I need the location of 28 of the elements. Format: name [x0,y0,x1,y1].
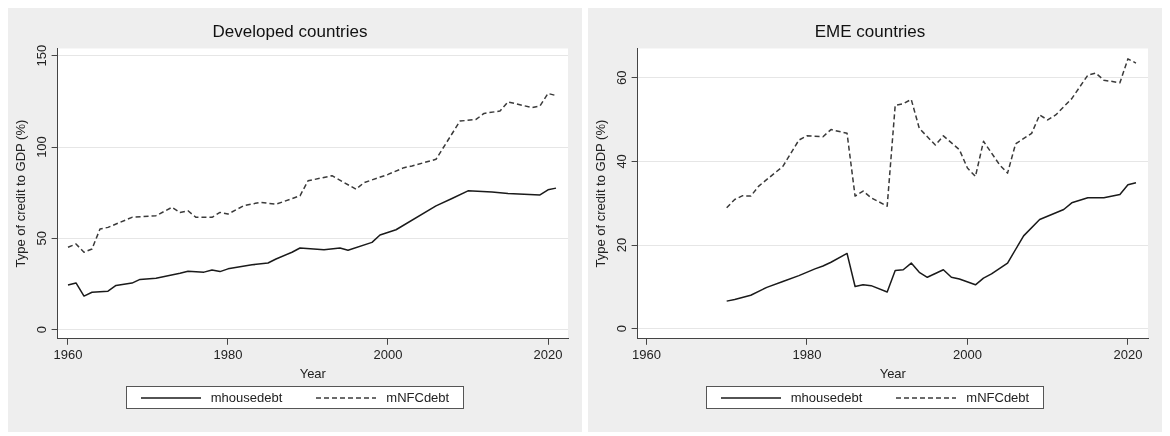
x-tick-label: 2020 [533,347,563,363]
line-series [67,92,557,253]
x-axis-title: Year [299,365,327,381]
x-tick-label: 1980 [213,347,243,363]
x-tick-label: 1980 [792,347,822,363]
x-axis-title: Year [879,365,907,381]
x-tick-label: 1960 [53,347,83,363]
y-axis-title: Type of credit to GDP (%) [593,119,609,268]
x-tick-label: 2000 [952,347,982,363]
chart-title: EME countries [814,21,926,41]
y-tick-label: 60 [613,70,629,85]
y-tick-label: 150 [33,44,49,67]
y-tick-label: 0 [613,325,629,333]
y-tick-label: 100 [33,136,49,158]
x-tick-label: 2020 [1113,347,1143,363]
legend-label: mhousedebt [790,390,863,405]
legend-label: mNFCdebt [966,390,1030,405]
x-tick-label: 2000 [373,347,403,363]
line-series [725,58,1137,209]
legend-label: mNFCdebt [386,390,450,405]
y-axis-title: Type of credit to GDP (%) [13,119,29,268]
legend-label: mhousedebt [210,390,283,405]
y-tick-label: 50 [33,231,49,246]
chart-title: Developed countries [212,21,368,41]
y-tick-label: 40 [613,154,629,169]
y-tick-label: 20 [613,237,629,253]
x-tick-label: 1960 [631,347,661,363]
y-tick-label: 0 [33,326,49,334]
